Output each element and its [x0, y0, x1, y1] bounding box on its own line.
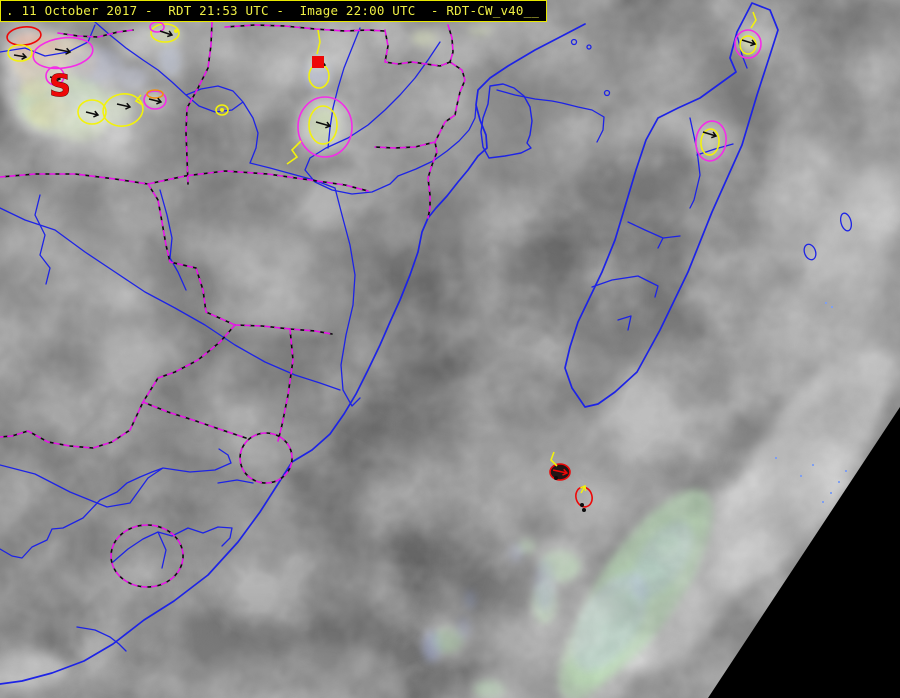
rivers-southwest	[0, 448, 254, 652]
madagascar-coastline	[564, 2, 779, 408]
reunion-island	[803, 243, 817, 261]
coastal-lagoon-outline	[480, 83, 533, 159]
storm-cell-cell-madagascar-north[interactable]	[734, 11, 762, 59]
storm-cell-lightning-mark[interactable]: S	[49, 69, 71, 105]
storm-cell-complex-nw-lower[interactable]	[77, 91, 229, 129]
rdt-cells-layer: S	[6, 11, 762, 512]
comoros-islands	[570, 38, 611, 97]
storm-cell-cell-top-strip[interactable]	[149, 21, 180, 43]
rivers-north-center	[304, 27, 605, 195]
storm-cell-cell-lake-shore[interactable]	[308, 29, 330, 89]
lightning-icon: S	[49, 69, 71, 104]
map-layer	[0, 2, 853, 685]
space-limb-corner	[708, 407, 900, 698]
rivers-madagascar	[591, 34, 748, 331]
storm-cell-cell-ocean-1[interactable]	[549, 451, 571, 481]
cold-pixel-speckles	[775, 302, 847, 503]
mainland-coastline	[0, 23, 586, 685]
storm-cell-complex-nw-yellow[interactable]	[7, 44, 33, 62]
storm-cell-complex-nw-small[interactable]	[45, 66, 65, 86]
image-header-bar: . 11 October 2017 - RDT 21:53 UTC - Imag…	[0, 0, 548, 22]
storm-cell-cell-madagascar[interactable]	[693, 119, 728, 163]
header-title: . 11 October 2017 - RDT 21:53 UTC - Imag…	[6, 3, 540, 18]
storm-cell-complex-nw-upper[interactable]	[31, 34, 95, 72]
storm-cell-cell-malawi[interactable]	[286, 96, 353, 165]
rivers-northwest	[0, 21, 361, 407]
storm-cell-cell-ocean-2[interactable]	[574, 484, 595, 512]
mauritius-island	[839, 212, 853, 232]
storm-cell-cell-zambezi[interactable]	[134, 89, 167, 110]
